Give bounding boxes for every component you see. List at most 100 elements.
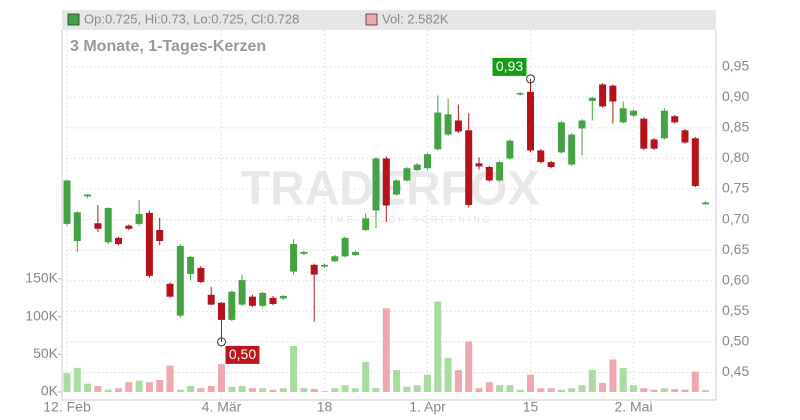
volume-bar — [166, 365, 174, 392]
y-tick-label: 0,50 — [722, 333, 749, 349]
volume-bar — [248, 388, 256, 392]
legend-swatch — [365, 13, 378, 26]
candle-body — [671, 116, 679, 123]
candle-body — [630, 110, 637, 116]
candle-body — [135, 214, 143, 224]
candle-body — [619, 108, 627, 123]
volume-bar — [454, 370, 462, 392]
candle-body — [290, 244, 298, 272]
volume-bar — [599, 382, 607, 392]
volume-bar — [393, 370, 401, 392]
volume-bar — [351, 388, 359, 392]
candle-body — [382, 158, 390, 206]
volume-bar — [650, 389, 658, 392]
candle-body — [321, 264, 328, 267]
volume-bar — [578, 385, 586, 392]
candle-body — [640, 118, 648, 149]
volume-bar — [496, 385, 504, 392]
candle-body — [341, 237, 349, 257]
volume-bar — [341, 385, 349, 392]
x-tick-label: 4. Mär — [202, 399, 242, 415]
candle-body — [475, 163, 483, 167]
volume-bar — [413, 385, 421, 392]
volume-bar — [259, 388, 267, 392]
volume-bar — [671, 388, 679, 392]
x-tick-label: 1. Apr — [409, 399, 446, 415]
candle-body — [310, 264, 318, 275]
volume-bar — [465, 341, 473, 392]
volume-bar — [403, 386, 411, 392]
y2-tick-label: 150K — [25, 270, 58, 286]
volume-bar — [372, 388, 380, 392]
y-tick-label: 0,65 — [722, 241, 749, 257]
y2-tick-label: 0K — [41, 383, 59, 399]
volume-bar — [228, 386, 236, 392]
candle-body — [578, 120, 586, 129]
candle-body — [279, 296, 287, 299]
candle-body — [444, 114, 452, 135]
candle-body — [269, 297, 277, 304]
volume-bar — [537, 388, 545, 392]
watermark-sub: REALTIME STOCK SCREENING — [287, 214, 493, 224]
y-tick-label: 0,90 — [722, 88, 749, 104]
candle-body — [691, 138, 699, 186]
volume-bar — [84, 383, 92, 392]
volume-bar — [176, 389, 184, 392]
candle-body — [413, 164, 421, 171]
legend-label: Op:0.725, Hi:0.73, Lo:0.725, Cl:0.728 — [84, 11, 299, 26]
volume-bar — [187, 385, 195, 392]
volume-bar — [73, 367, 81, 392]
candle-body — [465, 130, 473, 205]
volume-bar — [475, 388, 483, 392]
volume-bar — [218, 364, 225, 392]
y-tick-label: 0,80 — [722, 149, 749, 165]
candle-body — [372, 158, 380, 211]
candle-body — [547, 162, 555, 167]
candle-body — [496, 162, 504, 181]
volume-bar — [506, 385, 514, 392]
candle-body — [300, 252, 308, 254]
volume-bar — [568, 388, 576, 392]
x-tick-label: 18 — [317, 399, 333, 415]
volume-bar — [300, 388, 308, 392]
candle-body — [84, 194, 92, 197]
annotation-marker — [217, 337, 226, 347]
candle-body — [73, 212, 81, 241]
volume-bar — [516, 389, 524, 392]
candle-body — [115, 237, 122, 245]
volume-bar — [557, 389, 565, 392]
candle-body — [393, 180, 401, 195]
volume-bar — [94, 385, 102, 392]
annotation-marker — [526, 74, 535, 84]
candle-body — [702, 202, 710, 205]
volume-bar — [681, 389, 689, 392]
volume-bar — [619, 367, 627, 392]
candle-body — [650, 139, 658, 149]
legend-bar — [62, 10, 716, 30]
candle-body — [63, 180, 71, 224]
y-tick-label: 0,55 — [722, 302, 749, 318]
y2-tick-label: 100K — [25, 307, 58, 323]
y-tick-label: 0,85 — [722, 119, 749, 135]
volume-bar — [434, 301, 442, 392]
volume-bar — [660, 388, 668, 392]
volume-bar — [125, 382, 133, 392]
volume-bar — [207, 385, 215, 392]
candle-body — [527, 91, 534, 151]
candle-body — [207, 294, 215, 305]
volume-bar — [238, 385, 246, 392]
volume-bar — [485, 382, 493, 392]
candle-body — [403, 168, 411, 181]
legend-swatch — [67, 13, 80, 26]
volume-bar — [424, 374, 431, 392]
volume-bar — [115, 388, 122, 392]
candle-body — [218, 302, 225, 320]
volume-bar — [104, 389, 112, 392]
volume-bar — [156, 379, 164, 392]
y-tick-label: 0,70 — [722, 210, 749, 226]
candle-body — [485, 166, 493, 181]
candle-body — [424, 154, 431, 169]
candle-body — [176, 245, 184, 316]
volume-bar — [527, 374, 534, 392]
candle-body — [331, 256, 339, 262]
